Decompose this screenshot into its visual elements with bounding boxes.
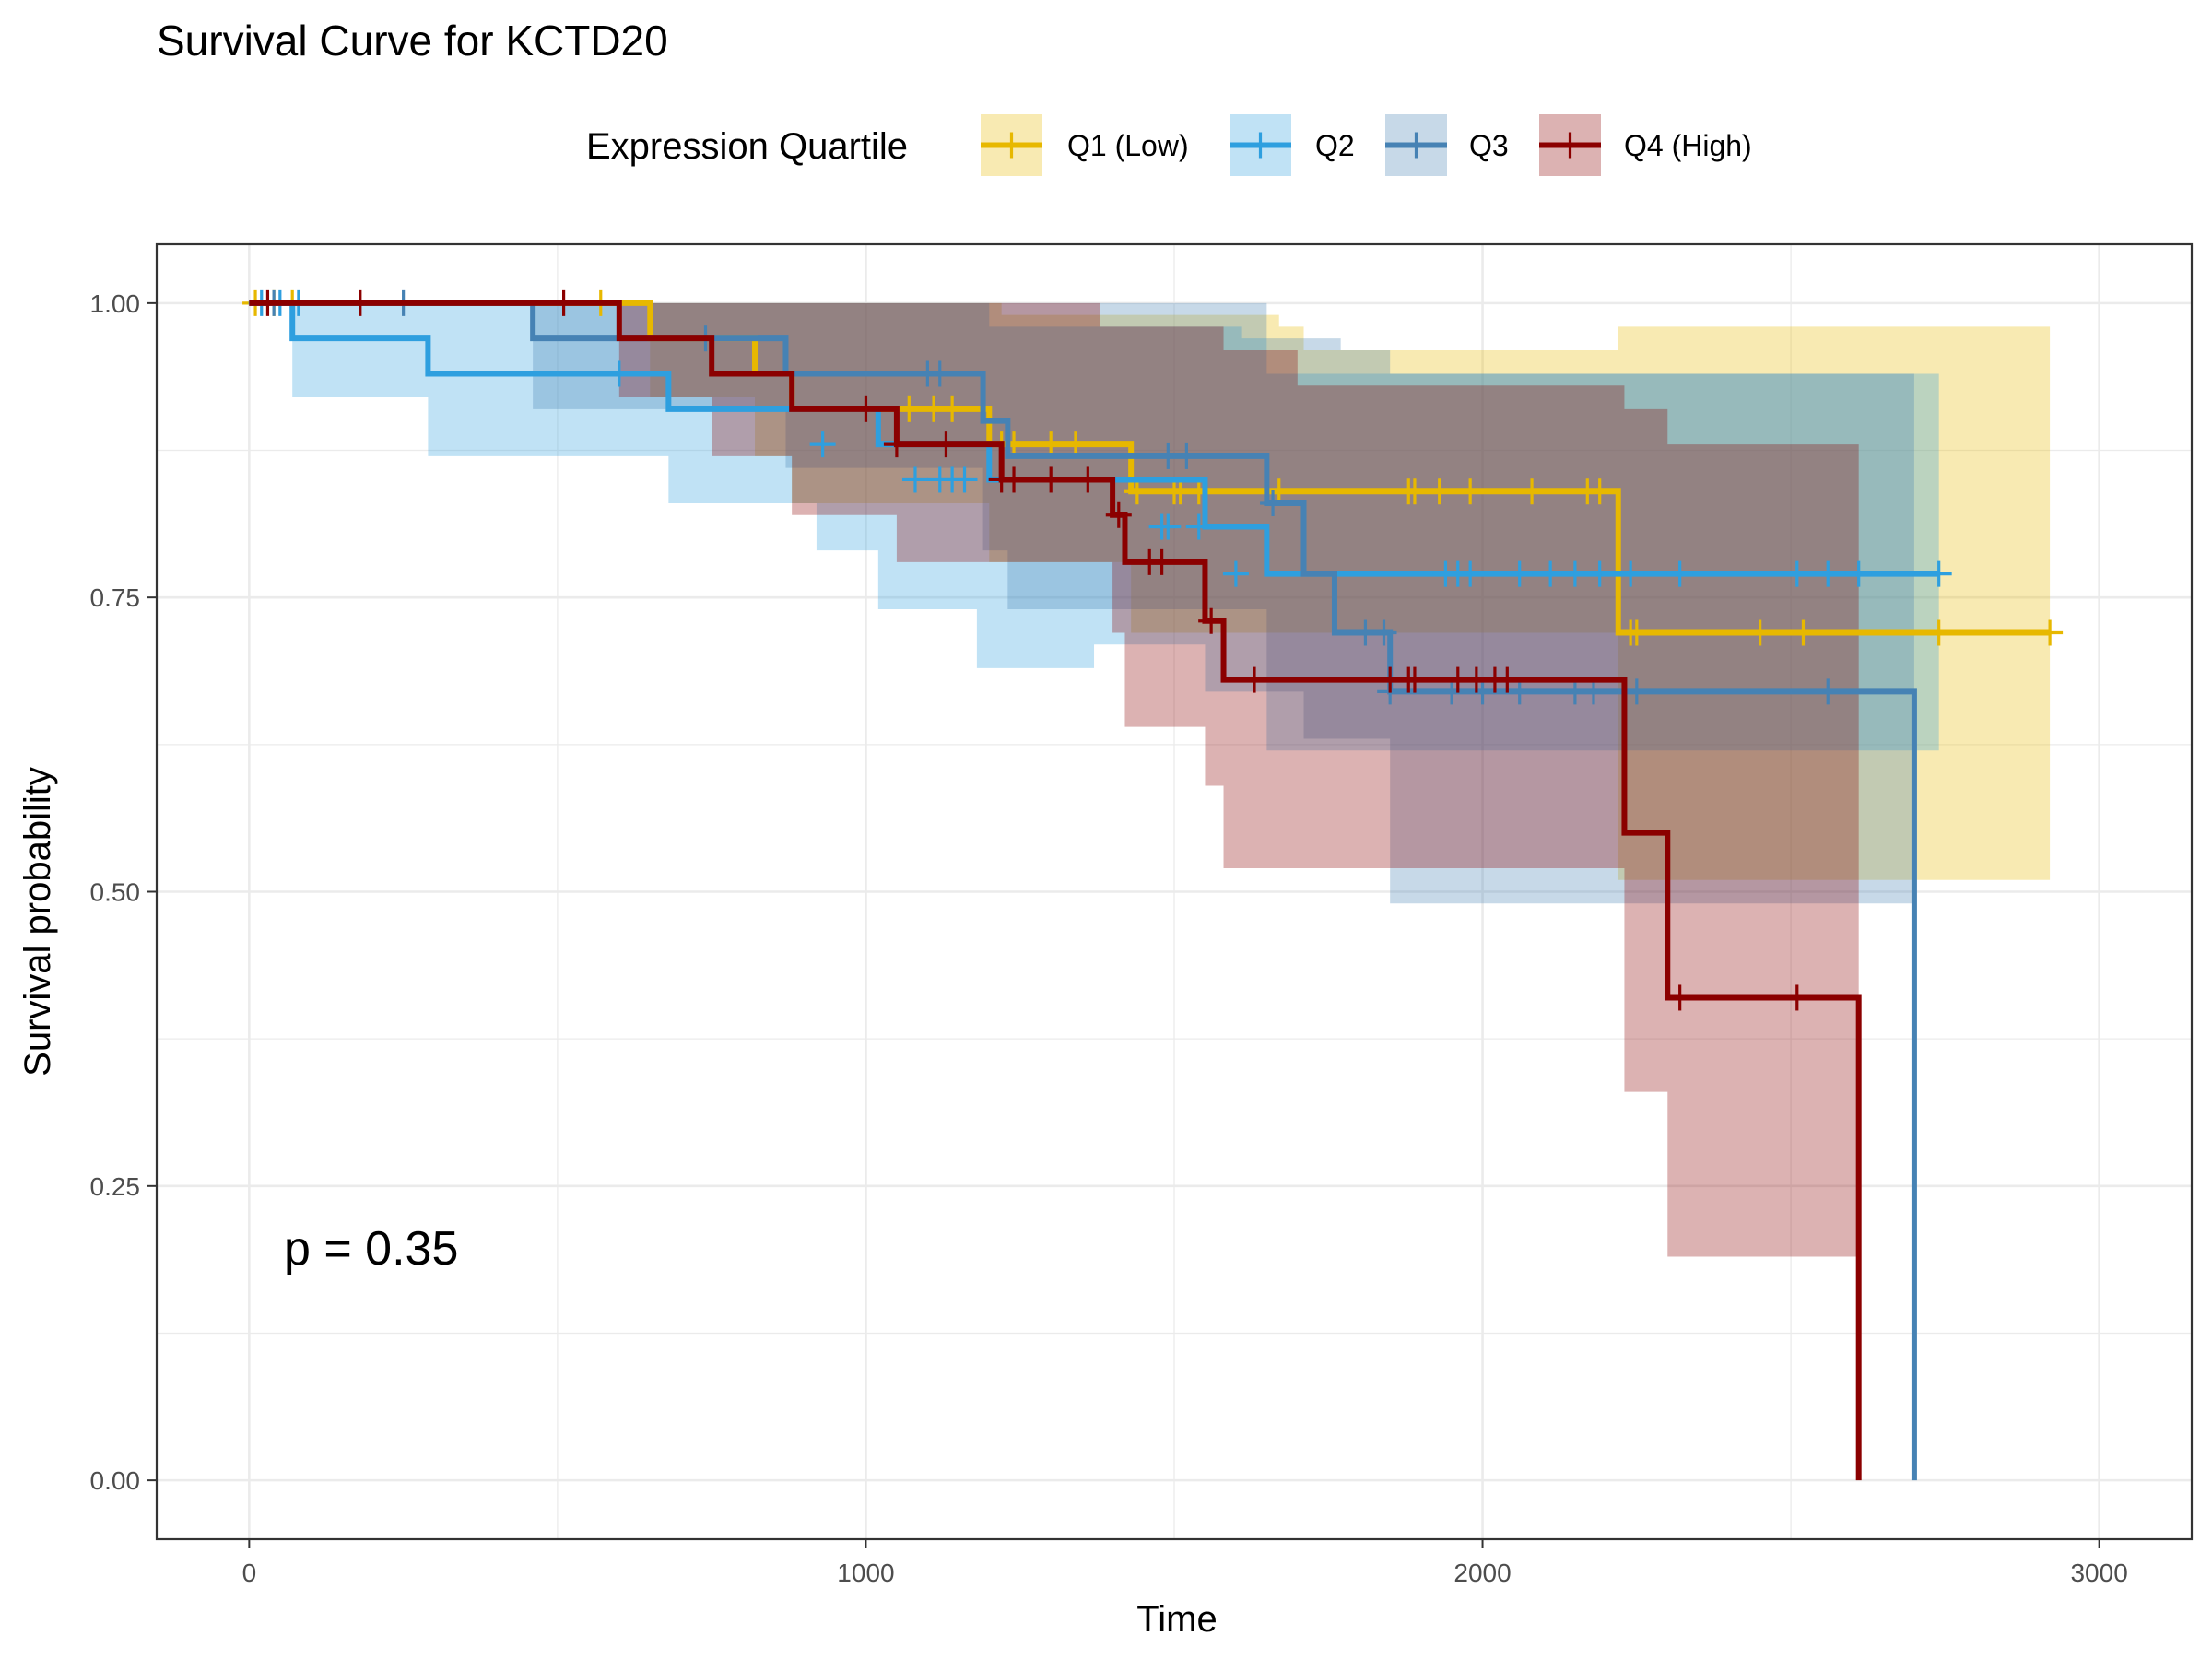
censor-mark-series-2: [1925, 560, 1952, 587]
censor-mark-series-2: [951, 466, 978, 493]
censor-mark-series-2: [1783, 560, 1810, 587]
censor-mark-series-1: [1586, 478, 1613, 505]
censor-mark-series-4: [933, 431, 959, 458]
y-tick-label: 0.25: [90, 1172, 141, 1201]
legend: Expression Quartile Q1 (Low) Q2 Q3 Q4 (High…: [586, 114, 1752, 176]
censor-mark-series-1: [896, 395, 923, 422]
censor-mark-series-4: [1401, 666, 1428, 693]
censor-mark-series-4: [883, 431, 910, 458]
censor-mark-series-4: [1241, 666, 1267, 693]
censor-mark-series-1: [2037, 619, 2064, 646]
censor-mark-series-3: [1469, 678, 1496, 705]
censor-mark-series-2: [1537, 560, 1564, 587]
legend-label-series-4: Q4 (High): [1624, 129, 1752, 162]
censor-mark-series-3: [1623, 678, 1650, 705]
censor-mark-series-3: [1439, 678, 1465, 705]
legend-title: Expression Quartile: [586, 126, 908, 167]
legend-label-series-3: Q3: [1469, 129, 1509, 162]
censor-mark-series-4: [550, 289, 577, 316]
censor-mark-series-2: [1155, 513, 1182, 540]
censor-mark-series-3: [1580, 678, 1606, 705]
censor-mark-series-2: [1666, 560, 1693, 587]
ci-ribbon-series-4: [249, 302, 1859, 1257]
censor-mark-series-1: [1457, 478, 1484, 505]
censor-mark-series-1: [1038, 431, 1065, 458]
censor-mark-series-1: [1401, 478, 1428, 505]
censor-mark-series-4: [347, 289, 373, 316]
censor-mark-series-3: [926, 360, 953, 387]
y-tick-label: 0.00: [90, 1466, 141, 1495]
censor-mark-series-1: [939, 395, 966, 422]
p-value-annotation: p = 0.35: [284, 1222, 458, 1276]
censor-mark-series-4: [254, 289, 281, 316]
censor-mark-series-1: [1790, 619, 1817, 646]
censor-mark-series-4: [1148, 548, 1175, 575]
censor-mark-series-4: [1666, 984, 1693, 1011]
ci-ribbon-series-1: [249, 302, 2051, 880]
y-axis-title: Survival probability: [18, 767, 58, 1077]
censor-mark-series-4: [1198, 607, 1225, 634]
ci-ribbon-series-2: [249, 302, 1939, 751]
y-tick-label: 0.75: [90, 583, 141, 612]
censor-mark-series-4: [1001, 466, 1028, 493]
ci-ribbon-series-3: [249, 302, 1914, 904]
censor-mark-series-3: [1173, 442, 1200, 469]
censor-mark-series-2: [1815, 560, 1841, 587]
survival-line-series-2: [249, 300, 1939, 577]
x-tick-label: 1000: [837, 1559, 894, 1587]
censor-mark-series-2: [1561, 560, 1588, 587]
x-axis-title: Time: [1136, 1599, 1217, 1640]
censor-mark-series-2: [1506, 560, 1533, 587]
legend-label-series-2: Q2: [1315, 129, 1355, 162]
censor-mark-series-2: [1845, 560, 1872, 587]
censor-mark-series-1: [1265, 478, 1292, 505]
x-tick-label: 2000: [1453, 1559, 1511, 1587]
censor-mark-series-2: [1185, 513, 1212, 540]
censor-mark-series-4: [1075, 466, 1101, 493]
censor-mark-series-1: [1519, 478, 1546, 505]
censor-mark-series-2: [1222, 560, 1249, 587]
censor-mark-series-4: [1783, 984, 1810, 1011]
censor-mark-series-4: [1038, 466, 1065, 493]
censor-mark-series-2: [901, 466, 928, 493]
x-tick-label: 3000: [2070, 1559, 2127, 1587]
censor-mark-series-3: [1815, 678, 1841, 705]
censor-mark-series-1: [1747, 619, 1773, 646]
censor-mark-series-4: [1105, 501, 1132, 528]
censor-mark-series-1: [1623, 619, 1650, 646]
plot-area: [155, 242, 2194, 1541]
censor-mark-series-1: [1124, 478, 1150, 505]
censor-mark-series-3: [1260, 490, 1287, 516]
censor-mark-series-3: [1371, 619, 1397, 646]
legend-label-series-1: Q1 (Low): [1067, 129, 1189, 162]
censor-mark-series-2: [1586, 560, 1613, 587]
censor-mark-series-3: [1506, 678, 1533, 705]
chart-title: Survival Curve for KCTD20: [157, 17, 668, 65]
x-tick-label: 0: [242, 1559, 257, 1587]
censor-mark-series-4: [1494, 666, 1521, 693]
y-tick-label: 0.50: [90, 878, 141, 907]
censor-mark-series-1: [1426, 478, 1453, 505]
censor-mark-series-1: [1062, 431, 1088, 458]
y-tick-label: 1.00: [90, 289, 141, 318]
censor-mark-series-2: [809, 431, 836, 458]
censor-mark-series-2: [606, 360, 632, 387]
censor-mark-series-1: [1925, 619, 1952, 646]
censor-mark-series-4: [853, 395, 879, 422]
censor-mark-series-2: [1618, 560, 1644, 587]
censor-mark-series-2: [1457, 560, 1484, 587]
